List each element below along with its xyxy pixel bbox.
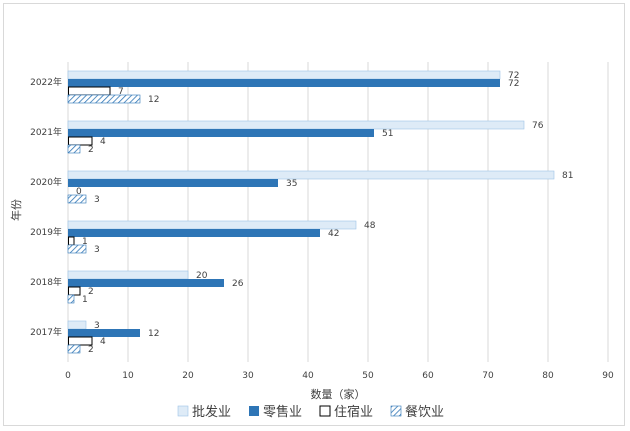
bar-批发业-2019年	[67, 220, 357, 230]
data-label: 1	[82, 237, 88, 247]
data-label: 3	[94, 245, 100, 255]
x-tick-label: 70	[482, 371, 494, 381]
bar-零售业-2018年	[68, 279, 224, 287]
data-label: 72	[508, 79, 519, 89]
bar-餐饮业-2022年	[67, 94, 141, 104]
bar-餐饮业-2017年	[67, 344, 81, 354]
x-tick-label: 90	[602, 371, 614, 381]
data-label: 81	[562, 171, 573, 181]
bar-住宿业-2018年	[68, 286, 81, 296]
category-label: 2018年	[30, 276, 62, 288]
legend-swatch	[390, 405, 402, 417]
x-tick-label: 60	[422, 371, 434, 381]
bar-零售业-2020年	[68, 179, 278, 187]
data-label: 48	[364, 221, 376, 231]
x-tick-label: 50	[362, 371, 374, 381]
data-label: 1	[82, 295, 88, 305]
data-label: 76	[532, 121, 544, 131]
bar-零售业-2022年	[68, 79, 500, 87]
data-label: 42	[328, 229, 339, 239]
x-tick-label: 40	[302, 371, 314, 381]
category-label: 2021年	[30, 126, 62, 138]
data-label: 2	[88, 145, 94, 155]
x-tick-label: 0	[65, 371, 71, 381]
data-label: 0	[76, 187, 82, 197]
bar-餐饮业-2018年	[67, 294, 75, 304]
bars	[67, 70, 555, 354]
data-label: 2	[88, 345, 94, 355]
gridlines	[67, 62, 609, 362]
x-tick-label: 30	[242, 371, 254, 381]
data-label: 51	[382, 129, 393, 139]
x-tick-labels: 0 10 20 30 40 50 60 70 80 90	[65, 371, 614, 381]
legend-label: 零售业	[263, 404, 302, 420]
data-label: 20	[196, 271, 208, 281]
bar-批发业-2021年	[67, 120, 525, 130]
category-label: 2020年	[30, 176, 62, 188]
category-labels: 2022年 2021年 2020年 2019年 2018年 2017年	[30, 76, 62, 338]
legend-label: 住宿业	[334, 404, 373, 420]
legend-swatch	[177, 405, 189, 417]
category-label: 2022年	[30, 76, 62, 88]
data-label: 3	[94, 195, 100, 205]
data-label: 12	[148, 95, 159, 105]
bar-批发业-2022年	[67, 70, 501, 80]
y-axis-title: 年份	[9, 199, 23, 221]
x-tick-label: 80	[542, 371, 554, 381]
bar-零售业-2021年	[68, 129, 374, 137]
data-label: 3	[94, 321, 100, 331]
data-label: 4	[100, 337, 106, 347]
data-label: 7	[118, 87, 124, 97]
bar-餐饮业-2020年	[67, 194, 87, 204]
bar-住宿业-2019年	[68, 236, 75, 246]
legend: 批发业 零售业 住宿业 餐饮业	[177, 404, 444, 420]
category-label: 2019年	[30, 226, 62, 238]
x-tick-label: 20	[182, 371, 194, 381]
bar-批发业-2020年	[67, 170, 555, 180]
bar-住宿业-2021年	[68, 136, 93, 146]
bar-住宿业-2017年	[68, 336, 93, 346]
bar-餐饮业-2019年	[67, 244, 87, 254]
data-label: 35	[286, 179, 297, 189]
data-label: 26	[232, 279, 244, 289]
legend-swatch	[249, 406, 259, 416]
bar-零售业-2019年	[68, 229, 320, 237]
bar-零售业-2017年	[68, 329, 140, 337]
data-label: 72	[508, 71, 519, 81]
category-label: 2017年	[30, 326, 62, 338]
bar-住宿业-2022年	[68, 86, 111, 96]
legend-label: 餐饮业	[405, 404, 444, 420]
x-tick-label: 10	[122, 371, 134, 381]
x-axis-title: 数量（家）	[311, 387, 366, 401]
bar-餐饮业-2021年	[67, 144, 81, 154]
legend-swatch	[319, 405, 331, 417]
data-label: 12	[148, 329, 159, 339]
legend-label: 批发业	[192, 404, 231, 420]
bar-批发业-2018年	[67, 270, 189, 280]
data-label: 4	[100, 137, 106, 147]
bar-批发业-2017年	[67, 320, 87, 330]
data-label: 2	[88, 287, 94, 297]
